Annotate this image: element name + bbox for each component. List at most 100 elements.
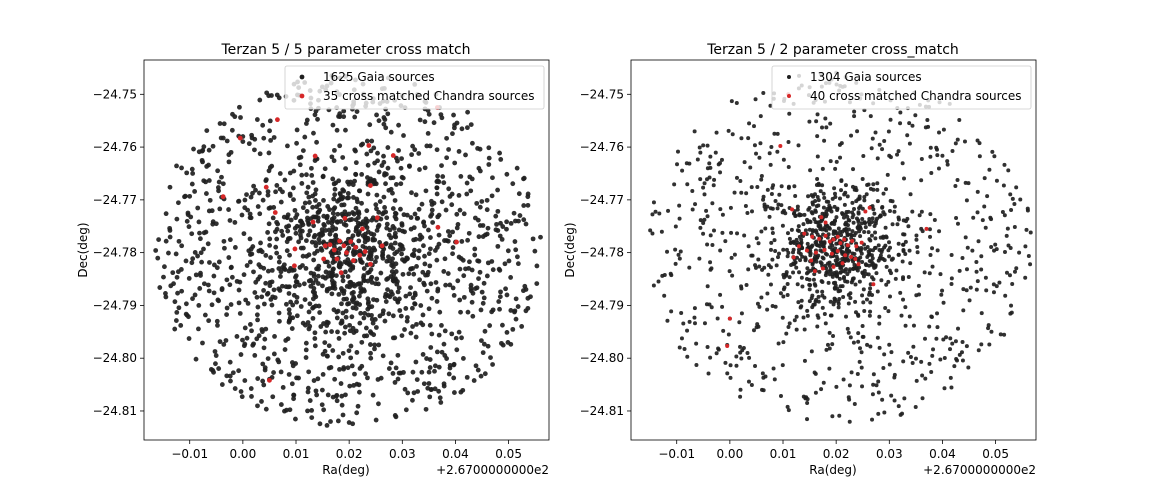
gaia-source-point [927, 361, 932, 366]
chandra-source-point [831, 237, 836, 242]
gaia-source-point [297, 228, 303, 234]
gaia-source-point [245, 301, 251, 306]
gaia-source-point [195, 253, 200, 259]
gaia-source-point [919, 359, 924, 364]
gaia-source-point [817, 269, 822, 274]
gaia-source-point [254, 117, 260, 122]
gaia-source-point [469, 299, 475, 305]
gaia-source-point [291, 392, 296, 398]
chandra-source-point [790, 207, 795, 212]
gaia-source-point [284, 248, 290, 254]
gaia-source-point [866, 249, 871, 254]
gaia-source-point [271, 135, 277, 140]
chandra-source-point [727, 316, 732, 321]
gaia-source-point [305, 385, 311, 391]
gaia-source-point [861, 153, 866, 158]
gaia-source-point [886, 129, 891, 134]
gaia-source-point [773, 198, 778, 203]
gaia-source-point [315, 376, 321, 382]
gaia-source-point [255, 317, 260, 323]
gaia-source-point [330, 210, 336, 216]
gaia-source-point [960, 339, 965, 344]
gaia-source-point [818, 240, 823, 245]
gaia-source-point [815, 195, 820, 200]
gaia-source-point [875, 156, 880, 161]
chandra-source-point [357, 252, 363, 258]
gaia-source-point [502, 261, 508, 267]
gaia-source-point [846, 301, 851, 306]
gaia-source-point [175, 269, 181, 275]
gaia-source-point [834, 215, 839, 220]
gaia-source-point [522, 283, 528, 289]
gaia-source-point [919, 157, 924, 162]
gaia-source-point [342, 330, 348, 336]
gaia-source-point [739, 356, 744, 361]
gaia-source-point [780, 210, 785, 215]
gaia-source-point [497, 267, 503, 273]
gaia-source-point [479, 289, 485, 295]
gaia-source-point [474, 285, 480, 291]
gaia-source-point [828, 121, 833, 126]
gaia-source-point [738, 387, 743, 392]
gaia-source-point [821, 256, 826, 261]
gaia-source-point [983, 275, 988, 280]
gaia-source-point [217, 121, 223, 126]
gaia-source-point [367, 122, 373, 128]
gaia-source-point [1014, 266, 1019, 271]
gaia-source-point [309, 165, 314, 171]
gaia-source-point [398, 313, 404, 319]
gaia-source-point [290, 315, 296, 321]
gaia-source-point [445, 229, 451, 234]
gaia-source-point [994, 178, 999, 183]
gaia-source-point [734, 354, 739, 359]
gaia-source-point [421, 280, 427, 286]
gaia-source-point [662, 273, 667, 278]
gaia-source-point [312, 251, 317, 256]
gaia-source-point [459, 126, 465, 132]
gaia-source-point [887, 209, 892, 214]
gaia-source-point [190, 256, 196, 262]
gaia-source-point [369, 248, 375, 254]
gaia-source-point [690, 188, 695, 193]
gaia-source-point [805, 401, 810, 406]
gaia-source-point [827, 264, 832, 269]
y-tick-label: −24.81 [93, 404, 137, 418]
gaia-source-point [234, 278, 240, 284]
gaia-source-point [869, 233, 874, 238]
gaia-source-point [301, 281, 307, 287]
gaia-source-point [293, 416, 298, 422]
gaia-source-point [465, 309, 471, 315]
gaia-source-point [183, 258, 189, 264]
gaia-source-point [388, 242, 394, 248]
chandra-source-point [379, 243, 385, 249]
gaia-source-point [267, 128, 272, 134]
gaia-source-point [1002, 332, 1007, 337]
gaia-source-point [350, 233, 356, 239]
gaia-source-point [812, 272, 817, 277]
gaia-source-point [964, 344, 969, 349]
gaia-source-point [802, 358, 807, 363]
gaia-source-point [707, 175, 712, 180]
gaia-source-point [769, 240, 774, 245]
gaia-source-point [534, 263, 540, 269]
legend-label-chandra-left: 35 cross matched Chandra sources [323, 89, 535, 103]
gaia-source-point [867, 216, 872, 221]
gaia-source-point [738, 394, 743, 399]
gaia-source-point [964, 267, 969, 272]
gaia-source-point [419, 369, 425, 375]
gaia-source-point [669, 273, 674, 278]
chandra-source-point [791, 255, 796, 260]
gaia-source-point [372, 342, 378, 348]
gaia-source-point [470, 140, 475, 146]
gaia-source-point [959, 350, 964, 355]
gaia-source-point [205, 241, 211, 247]
gaia-source-point [404, 255, 410, 261]
x-offset-text-left: +2.6700000000e2 [436, 463, 549, 477]
gaia-source-point [340, 278, 346, 284]
gaia-source-point [877, 142, 882, 147]
gaia-source-point [955, 221, 960, 226]
chandra-source-point [831, 264, 836, 269]
gaia-source-point [772, 238, 777, 243]
gaia-source-point [174, 274, 180, 280]
gaia-source-point [226, 255, 232, 260]
